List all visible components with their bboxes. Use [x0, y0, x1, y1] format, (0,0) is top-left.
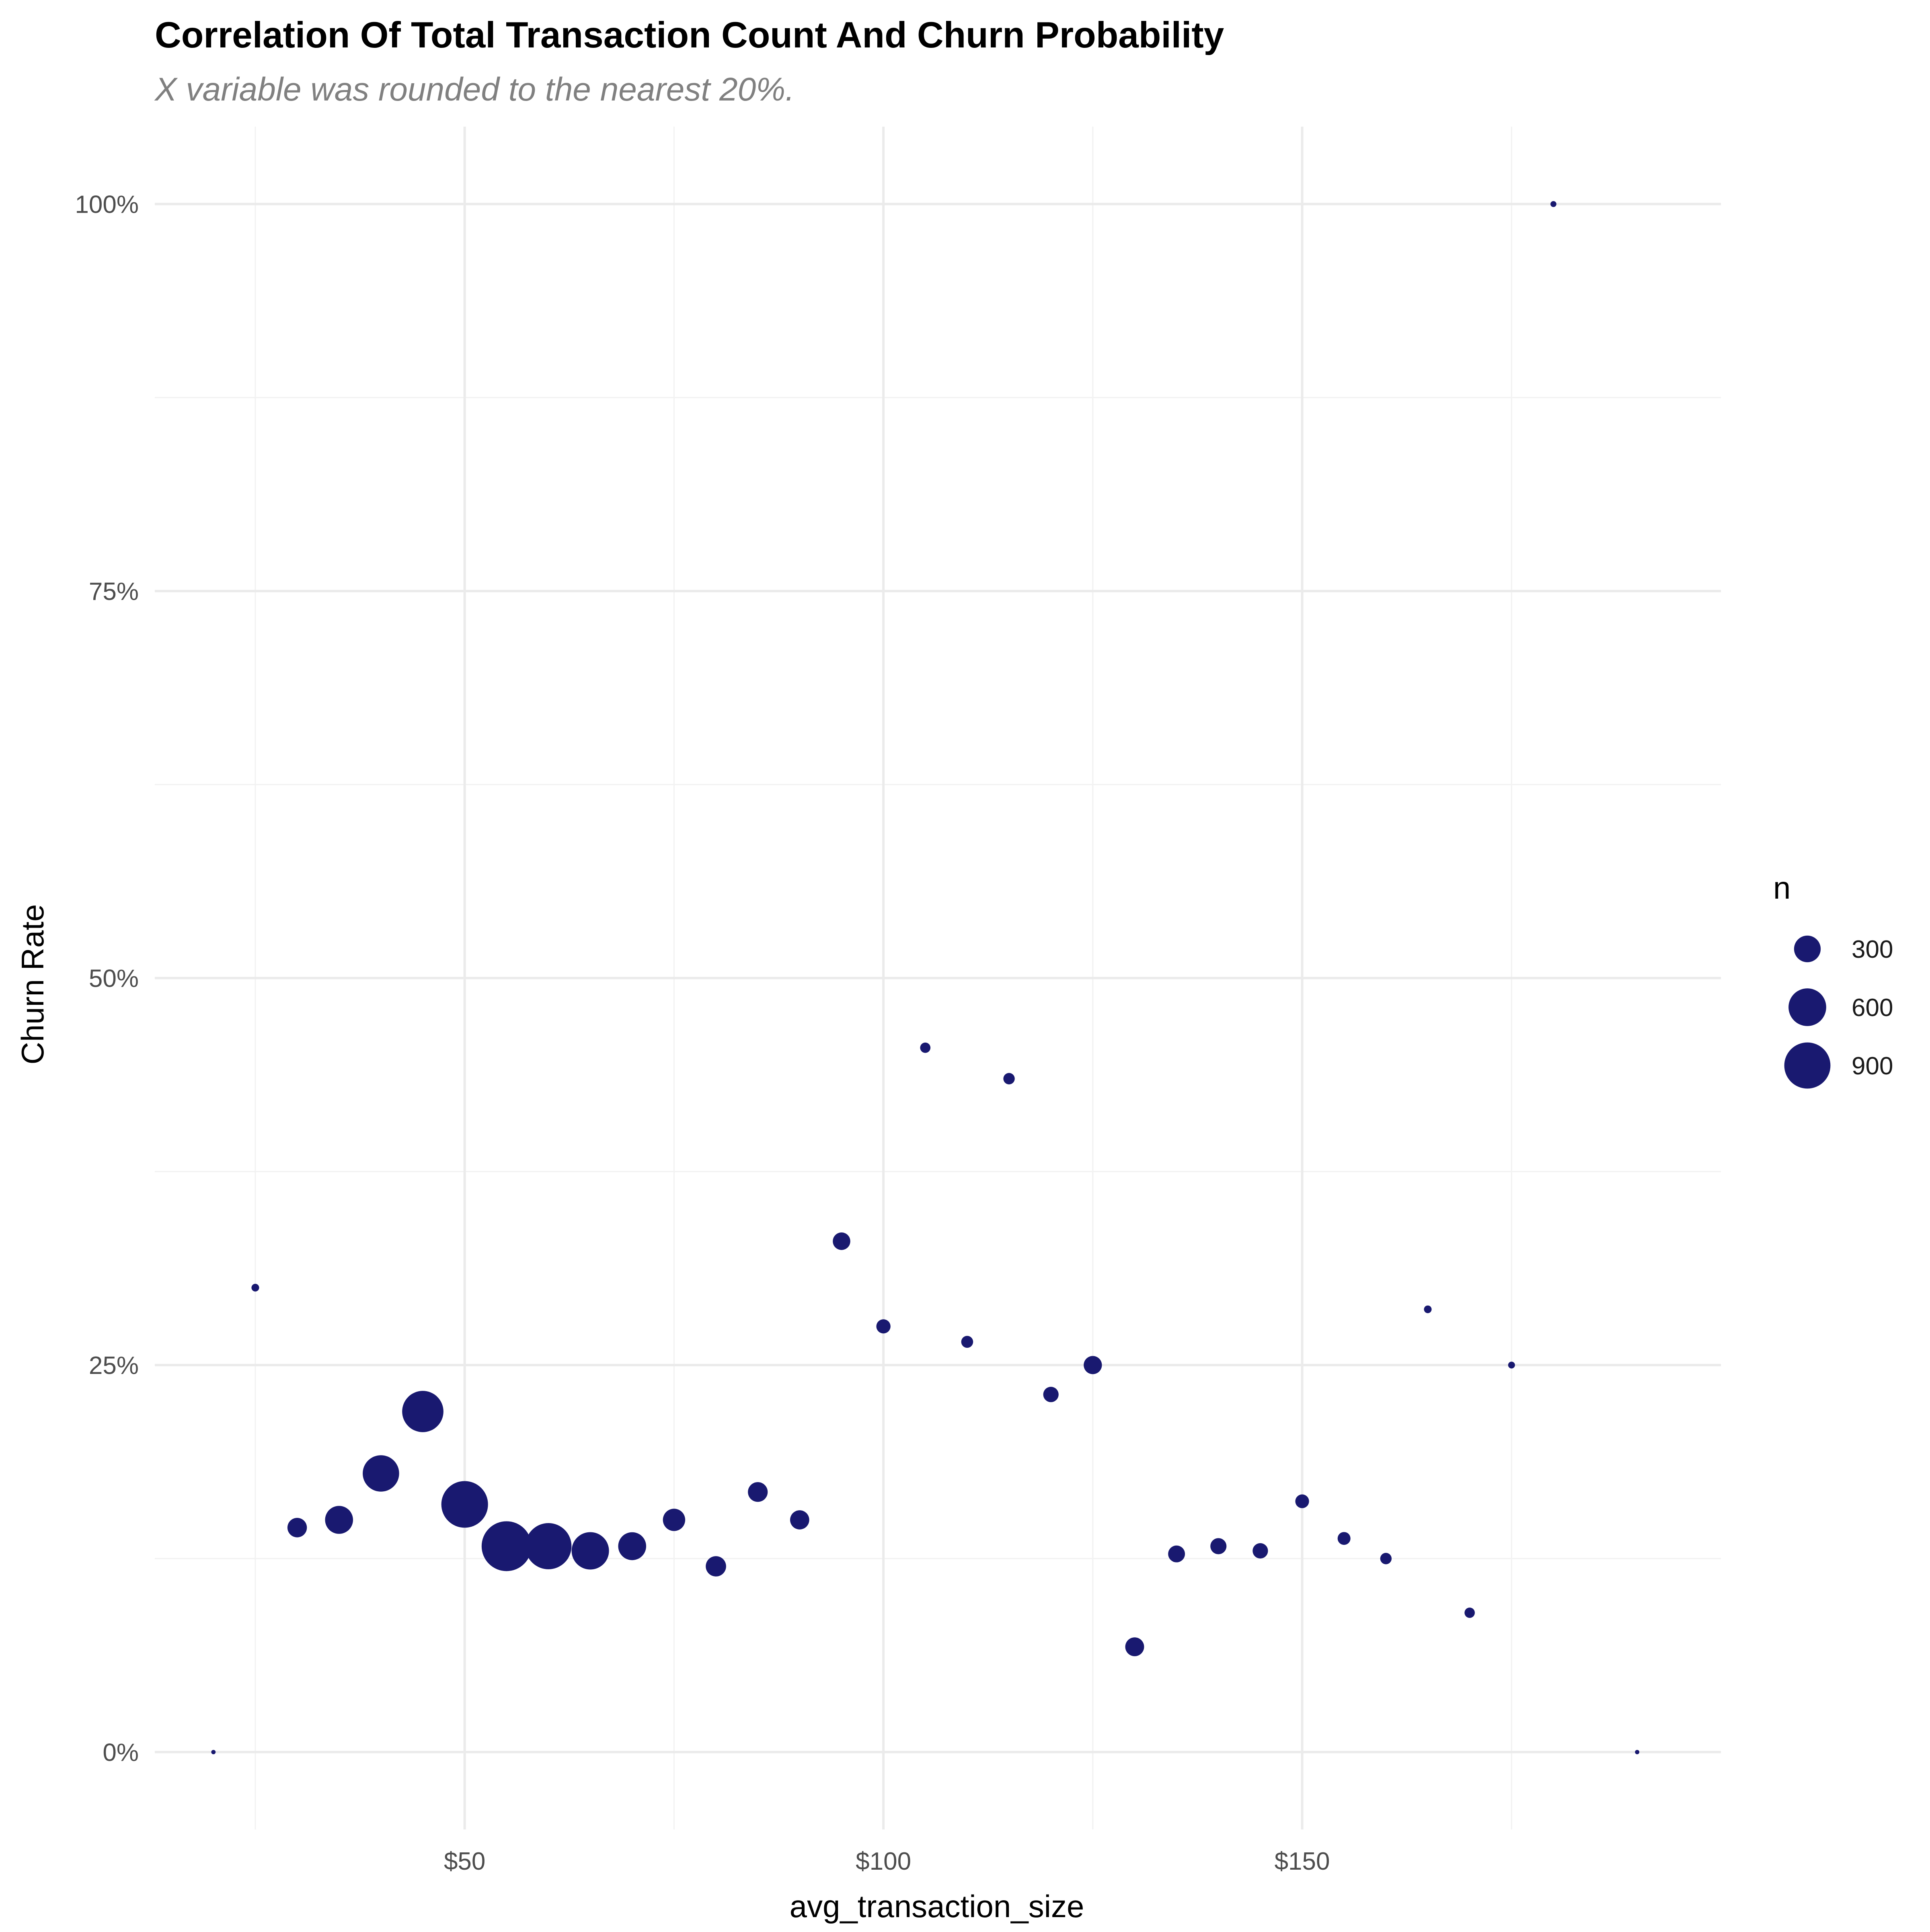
y-tick-label: 0% [103, 1739, 139, 1767]
y-tick-label: 50% [89, 965, 139, 993]
data-points [211, 201, 1640, 1754]
legend-key-circle [1788, 988, 1826, 1026]
data-point [1337, 1532, 1351, 1545]
data-point [441, 1481, 488, 1528]
chart-title: Correlation Of Total Transaction Count A… [155, 15, 1224, 55]
data-point [790, 1510, 809, 1530]
data-point [481, 1521, 532, 1571]
data-point [363, 1455, 399, 1492]
data-point [920, 1042, 931, 1053]
legend-label: 600 [1852, 994, 1893, 1022]
data-point [1295, 1494, 1309, 1508]
data-point [1043, 1387, 1059, 1402]
data-point [1550, 201, 1556, 207]
data-point [833, 1232, 850, 1250]
legend: n 300 600 900 [1773, 870, 1893, 1089]
data-point [1464, 1608, 1475, 1618]
legend-label: 900 [1852, 1052, 1893, 1080]
data-point [1210, 1538, 1227, 1554]
x-tick-label: $150 [1275, 1848, 1330, 1875]
legend-items: 300 600 900 [1784, 935, 1893, 1089]
data-point [1508, 1361, 1515, 1369]
y-tick-label: 25% [89, 1352, 139, 1380]
data-point [961, 1336, 973, 1348]
data-point [663, 1509, 686, 1531]
data-point [1084, 1356, 1102, 1374]
data-point [1424, 1305, 1432, 1313]
data-point [748, 1482, 768, 1502]
y-axis-title: Churn Rate [15, 904, 50, 1065]
data-point [618, 1532, 647, 1560]
y-tick-label: 75% [89, 578, 139, 606]
data-point [876, 1319, 891, 1334]
data-point [325, 1506, 353, 1534]
data-point [1003, 1073, 1015, 1084]
chart-subtitle: X variable was rounded to the nearest 20… [154, 71, 795, 108]
legend-key-circle [1794, 935, 1821, 963]
data-point [287, 1518, 307, 1538]
x-axis-title: avg_transaction_size [790, 1889, 1084, 1924]
x-axis-ticks: $50 $100 $150 [444, 1848, 1330, 1875]
data-point [1635, 1750, 1640, 1754]
data-point [571, 1532, 609, 1570]
data-point [1125, 1637, 1144, 1657]
data-point [251, 1283, 259, 1292]
legend-title: n [1773, 870, 1790, 905]
x-tick-label: $50 [444, 1848, 485, 1875]
y-tick-label: 100% [75, 191, 139, 219]
legend-key-circle [1784, 1042, 1831, 1089]
data-point [706, 1556, 726, 1577]
y-axis-ticks: 0% 25% 50% 75% 100% [75, 191, 139, 1767]
data-point [1168, 1545, 1185, 1562]
legend-label: 300 [1852, 936, 1893, 963]
x-tick-label: $100 [856, 1848, 911, 1875]
data-point [1252, 1543, 1268, 1559]
data-point [1380, 1553, 1392, 1564]
data-point [525, 1523, 572, 1569]
data-point [211, 1750, 216, 1754]
data-point [402, 1391, 443, 1432]
grid [155, 127, 1721, 1829]
